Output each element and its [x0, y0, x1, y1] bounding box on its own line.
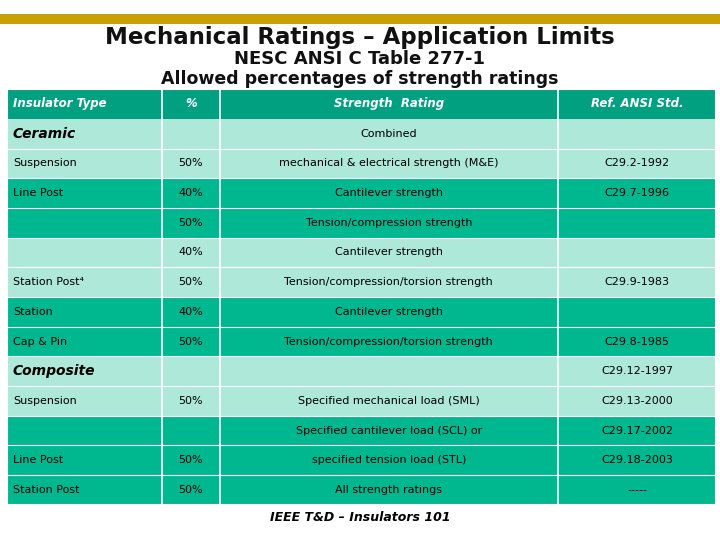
Text: Insulator Type: Insulator Type — [13, 97, 107, 111]
Text: Suspension: Suspension — [13, 158, 77, 168]
Text: Cantilever strength: Cantilever strength — [335, 307, 443, 317]
Text: Station Post: Station Post — [13, 485, 79, 495]
Text: Allowed percentages of strength ratings: Allowed percentages of strength ratings — [161, 70, 559, 87]
Text: specified tension load (STL): specified tension load (STL) — [312, 455, 466, 465]
Text: Line Post: Line Post — [13, 455, 63, 465]
Text: 50%: 50% — [179, 455, 203, 465]
Text: All strength ratings: All strength ratings — [336, 485, 442, 495]
Bar — [7, 267, 716, 297]
Text: Suspension: Suspension — [13, 396, 77, 406]
Text: C29.12-1997: C29.12-1997 — [601, 366, 673, 376]
Bar — [7, 208, 716, 238]
Bar — [7, 89, 716, 119]
Text: 40%: 40% — [179, 307, 203, 317]
Text: Combined: Combined — [361, 129, 417, 139]
Text: C29.7-1996: C29.7-1996 — [605, 188, 670, 198]
Text: Ref. ANSI Std.: Ref. ANSI Std. — [591, 97, 683, 111]
Text: C29.13-2000: C29.13-2000 — [601, 396, 673, 406]
Text: Specified cantilever load (SCL) or: Specified cantilever load (SCL) or — [296, 426, 482, 436]
Bar — [7, 446, 716, 475]
Bar — [7, 386, 716, 416]
Text: Specified mechanical load (SML): Specified mechanical load (SML) — [298, 396, 480, 406]
Text: Tension/compression/torsion strength: Tension/compression/torsion strength — [284, 277, 493, 287]
Text: Mechanical Ratings – Application Limits: Mechanical Ratings – Application Limits — [105, 26, 615, 49]
Text: IEEE T&D – Insulators 101: IEEE T&D – Insulators 101 — [270, 511, 450, 524]
Text: Cap & Pin: Cap & Pin — [13, 336, 67, 347]
Text: 50%: 50% — [179, 218, 203, 228]
Text: 50%: 50% — [179, 158, 203, 168]
Text: C29.9-1983: C29.9-1983 — [605, 277, 670, 287]
Text: Tension/compression strength: Tension/compression strength — [305, 218, 472, 228]
Text: Cantilever strength: Cantilever strength — [335, 247, 443, 258]
Text: %: % — [185, 97, 197, 111]
Bar — [7, 238, 716, 267]
Bar — [7, 119, 716, 148]
Bar — [7, 148, 716, 178]
Text: Strength  Rating: Strength Rating — [334, 97, 444, 111]
Text: -----: ----- — [627, 485, 647, 495]
Text: 40%: 40% — [179, 188, 203, 198]
Text: Composite: Composite — [13, 364, 96, 378]
Text: C29.18-2003: C29.18-2003 — [601, 455, 673, 465]
Text: 40%: 40% — [179, 247, 203, 258]
Bar — [7, 89, 716, 505]
Bar — [7, 297, 716, 327]
Text: C29.2-1992: C29.2-1992 — [605, 158, 670, 168]
Bar — [7, 327, 716, 356]
Bar — [7, 416, 716, 446]
Text: 50%: 50% — [179, 336, 203, 347]
Bar — [7, 356, 716, 386]
Text: C29.8-1985: C29.8-1985 — [605, 336, 670, 347]
Text: NESC ANSI C Table 277-1: NESC ANSI C Table 277-1 — [235, 50, 485, 68]
Text: 50%: 50% — [179, 396, 203, 406]
Text: Cantilever strength: Cantilever strength — [335, 188, 443, 198]
Text: Station: Station — [13, 307, 53, 317]
Bar — [7, 475, 716, 505]
Text: Tension/compression/torsion strength: Tension/compression/torsion strength — [284, 336, 493, 347]
Text: 50%: 50% — [179, 485, 203, 495]
Text: 50%: 50% — [179, 277, 203, 287]
Text: C29.17-2002: C29.17-2002 — [601, 426, 673, 436]
Text: Station Post⁴: Station Post⁴ — [13, 277, 84, 287]
Bar — [0, 14, 720, 24]
Text: Ceramic: Ceramic — [13, 127, 76, 140]
Text: Line Post: Line Post — [13, 188, 63, 198]
Text: mechanical & electrical strength (M&E): mechanical & electrical strength (M&E) — [279, 158, 498, 168]
Bar — [7, 178, 716, 208]
